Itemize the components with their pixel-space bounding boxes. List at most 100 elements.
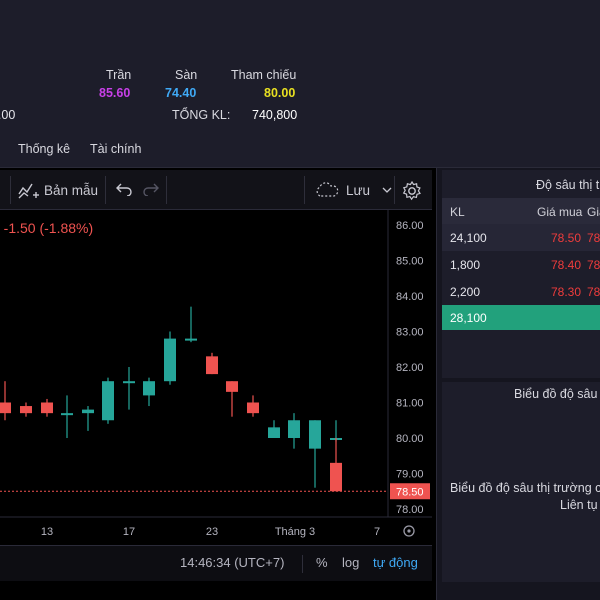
redo-button[interactable]: [143, 182, 159, 196]
candle-body: [288, 420, 300, 438]
undo-button[interactable]: [116, 182, 132, 196]
time-tick-label: 7: [374, 526, 380, 538]
price-tick-label: 81.00: [396, 398, 424, 410]
toolbar-divider: [10, 176, 11, 204]
candle-body: [226, 381, 238, 392]
depth-row[interactable]: 24,100 78.50 78: [442, 224, 600, 251]
toolbar-divider: [166, 176, 167, 204]
depth-bid: 78.50: [551, 231, 582, 245]
log-toggle[interactable]: log: [342, 555, 360, 570]
price-tick-label: 84.00: [396, 291, 424, 303]
last-price-label: 78.50: [396, 486, 424, 498]
stock-header: Trần Sàn Tham chiếu 85.60 74.40 80.00 80…: [0, 0, 600, 168]
candle-body: [102, 381, 114, 421]
candle-body: [61, 413, 73, 416]
toolbar-divider: [304, 176, 305, 204]
price-tick-label: 85.00: [396, 256, 424, 268]
market-depth-panel: Độ sâu thị t KL Giá mua Giá 24,100 78.50…: [442, 170, 600, 378]
depth-row[interactable]: 1,800 78.40 78: [442, 251, 600, 278]
ask-header: Giá: [587, 205, 600, 219]
floor-value: 74.40: [165, 86, 197, 100]
auto-scale-toggle[interactable]: tự động: [373, 555, 418, 570]
candle-body: [185, 338, 197, 341]
prev-value: 80.00: [0, 108, 16, 122]
candle-body: [268, 427, 280, 438]
price-tick-label: 78.00: [396, 504, 424, 516]
depth-vol: 24,100: [450, 231, 487, 245]
depth-row[interactable]: 2,200 78.30 78: [442, 278, 600, 305]
template-icon: [18, 183, 39, 199]
template-label: Bản mẫu: [44, 182, 99, 198]
percent-toggle[interactable]: %: [316, 555, 328, 570]
chevron-down-icon: [382, 187, 392, 193]
chart-bottombar: 14:46:34 (UTC+7) % log tự động: [0, 545, 432, 581]
gear-icon: [403, 525, 415, 537]
save-label: Lưu: [346, 182, 371, 198]
price-axis[interactable]: 86.00 85.00 84.00 83.00 82.00 81.00 80.00 79.00…: [396, 220, 424, 516]
candle-body: [0, 402, 11, 414]
candlestick-chart[interactable]: 86.00 85.00 84.00 83.00 82.00 81.00 80.00 79.00…: [0, 210, 432, 545]
candle-body: [41, 402, 53, 414]
clock: 14:46:34 (UTC+7): [180, 555, 285, 570]
toolbar-divider: [105, 176, 106, 204]
bottombar-divider: [302, 555, 303, 573]
tab-statistics[interactable]: Thống kê: [18, 142, 71, 156]
depth-chart-message: Biểu đồ độ sâu thị trường c: [450, 481, 600, 495]
reference-value: 80.00: [264, 86, 296, 100]
gear-icon-center: [407, 529, 411, 533]
candle-body: [123, 381, 135, 384]
price-tick-label: 80.00: [396, 433, 424, 445]
depth-vol: 1,800: [450, 258, 481, 272]
undo-icon: [116, 183, 132, 196]
settings-button[interactable]: [401, 180, 423, 202]
depth-ask: 78: [587, 285, 600, 299]
template-button[interactable]: Bản mẫu: [18, 180, 98, 200]
price-tick-label: 86.00: [396, 220, 424, 232]
depth-header-row: KL Giá mua Giá: [442, 198, 600, 224]
price-tick-label: 83.00: [396, 327, 424, 339]
time-tick-label: Tháng 3: [275, 526, 315, 538]
axis-settings-button[interactable]: [403, 525, 415, 537]
time-tick-label: 17: [123, 526, 135, 538]
price-change-legend: 0 -1.50 (-1.88%): [0, 220, 93, 236]
candle-body: [82, 409, 94, 414]
time-tick-label: 13: [41, 526, 53, 538]
tab-finance[interactable]: Tài chính: [90, 142, 142, 156]
depth-chart-message-2: Liên tụ: [560, 498, 598, 512]
total-volume-value: 740,800: [252, 108, 298, 122]
depth-chart-title: Biểu đồ độ sâu: [514, 387, 598, 401]
redo-icon: [143, 183, 159, 196]
ceiling-label: Trần: [106, 68, 132, 82]
chart-panel: [0, 168, 437, 600]
price-tick-label: 82.00: [396, 362, 424, 374]
candles-group: [0, 306, 342, 492]
candle-body: [206, 356, 218, 375]
depth-ask: 78: [587, 258, 600, 272]
chart-toolbar: Bản mẫu Lưu: [0, 170, 432, 210]
total-volume-label: TỔNG KL:: [172, 108, 231, 122]
depth-title: Độ sâu thị t: [536, 178, 600, 192]
last-price-tag: [390, 483, 430, 500]
depth-bid: 78.40: [551, 258, 582, 272]
time-tick-label: 23: [206, 526, 218, 538]
vol-header: KL: [450, 205, 465, 219]
candle-body: [309, 420, 321, 449]
depth-vol: 2,200: [450, 285, 481, 299]
depth-total-row: 28,100: [442, 305, 600, 330]
ceiling-value: 85.60: [99, 86, 131, 100]
candle-body: [247, 402, 259, 414]
bid-header: Giá mua: [537, 205, 583, 219]
price-chart[interactable]: 86.00 85.00 84.00 83.00 82.00 81.00 80.00 79.00…: [0, 210, 432, 545]
candle-body: [164, 338, 176, 382]
time-axis[interactable]: 13 17 23 Tháng 3 7: [41, 526, 380, 538]
depth-chart-panel: Biểu đồ độ sâu Biểu đồ độ sâu thị trường…: [442, 382, 600, 582]
floor-label: Sàn: [175, 68, 198, 82]
save-button[interactable]: Lưu: [314, 182, 392, 198]
price-tick-label: 79.00: [396, 469, 424, 481]
cloud-icon: [316, 182, 339, 197]
toolbar-divider: [394, 176, 395, 204]
gear-icon: [402, 180, 421, 201]
depth-bid: 78.30: [551, 285, 582, 299]
candle-body: [330, 462, 342, 492]
depth-total: 28,100: [450, 311, 487, 325]
